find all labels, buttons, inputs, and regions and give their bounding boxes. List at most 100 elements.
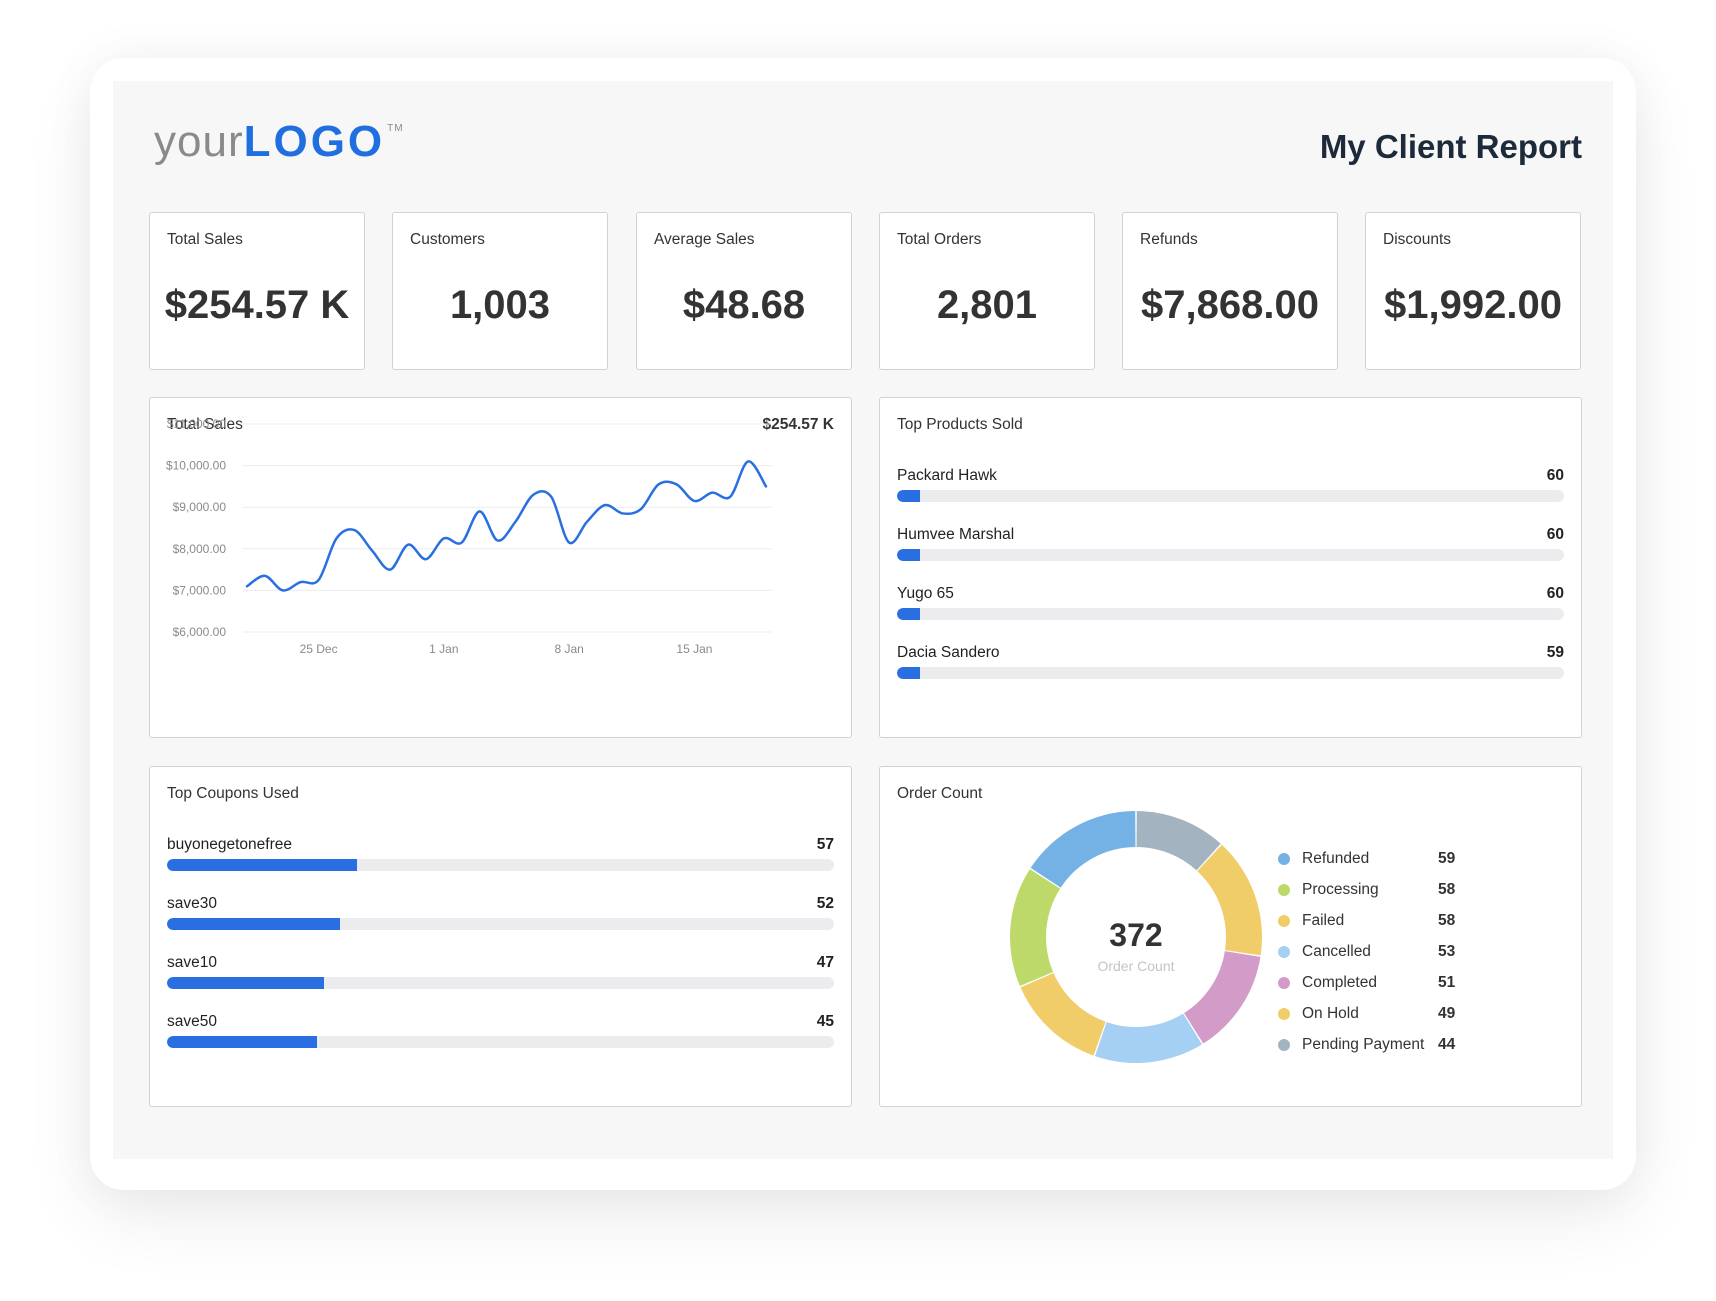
- coupon-bar-fill: [167, 918, 341, 930]
- logo-text-brand: LOGO: [243, 117, 386, 166]
- product-bar-track: [897, 549, 1564, 561]
- legend-item-failed: Failed 58: [1278, 912, 1468, 943]
- coupon-name: save30: [167, 895, 217, 912]
- product-value: 60: [1546, 467, 1564, 484]
- x-tick-label: 8 Jan: [554, 642, 583, 656]
- logo-trademark: TM: [387, 123, 404, 134]
- total-sales-line-chart: $11,000.00 $10,000.00 $9,000.00 $8,000.00 $7…: [166, 417, 772, 656]
- donut-slice-refunded: [1030, 811, 1136, 888]
- coupon-bar-fill: [167, 1036, 318, 1048]
- legend-dot: [1278, 853, 1290, 865]
- product-row: Packard Hawk 60: [897, 467, 1564, 507]
- product-bar-track: [897, 667, 1564, 679]
- product-value: 60: [1546, 526, 1564, 543]
- product-value: 59: [1546, 644, 1564, 661]
- donut-slice-on-hold: [1020, 972, 1106, 1056]
- kpi-card-customers: Customers 1,003: [392, 212, 608, 370]
- coupon-bar-track: [167, 977, 834, 989]
- legend-value: 49: [1438, 1005, 1456, 1022]
- product-name: Humvee Marshal: [897, 526, 1015, 543]
- coupon-bar-track: [167, 918, 834, 930]
- product-bar-fill: [897, 549, 921, 561]
- coupon-row: save30 52: [167, 895, 834, 935]
- coupon-name: save10: [167, 954, 217, 971]
- legend-item-cancelled: Cancelled 53: [1278, 943, 1468, 974]
- y-tick-label: $6,000.00: [173, 625, 227, 639]
- sales-series-line: [245, 460, 768, 592]
- product-bar-track: [897, 608, 1564, 620]
- order-count-legend: Refunded 59 Processing 58 Failed 58 Cancelled 5…: [1278, 850, 1468, 1067]
- legend-label: On Hold: [1302, 1005, 1359, 1022]
- donut-center-value: 372: [1109, 917, 1162, 953]
- legend-dot: [1278, 884, 1290, 896]
- legend-item-pending-payment: Pending Payment 44: [1278, 1036, 1468, 1067]
- coupon-name: save50: [167, 1013, 217, 1030]
- legend-dot: [1278, 1008, 1290, 1020]
- total-sales-chart-panel: Total Sales $254.57 K $11,000.00 $10,000.…: [149, 397, 852, 738]
- coupon-value: 47: [816, 954, 834, 971]
- kpi-card-discounts: Discounts $1,992.00: [1365, 212, 1581, 370]
- kpi-value: $1,992.00: [1384, 283, 1562, 327]
- y-tick-label: $11,000.00: [167, 417, 226, 431]
- product-row: Dacia Sandero 59: [897, 644, 1564, 684]
- coupon-row: buyonegetonefree 57: [167, 836, 834, 876]
- coupon-row: save50 45: [167, 1013, 834, 1053]
- kpi-value: $254.57 K: [164, 283, 350, 327]
- product-bar-track: [897, 490, 1564, 502]
- y-tick-label: $9,000.00: [173, 500, 227, 514]
- kpi-label: Total Sales: [167, 231, 243, 248]
- donut-slice-pending-payment: [1136, 811, 1221, 871]
- coupon-value: 52: [816, 895, 834, 912]
- panel-title: Top Coupons Used: [167, 785, 299, 802]
- kpi-card-total-sales: Total Sales $254.57 K: [149, 212, 365, 370]
- legend-label: Completed: [1302, 974, 1377, 991]
- donut-slice-processing: [1010, 869, 1061, 986]
- legend-label: Processing: [1302, 881, 1379, 898]
- panel-title: Order Count: [897, 785, 983, 802]
- product-name: Dacia Sandero: [897, 644, 1000, 661]
- legend-value: 59: [1438, 850, 1456, 867]
- logo-text-your: your: [154, 117, 244, 166]
- legend-item-completed: Completed 51: [1278, 974, 1468, 1005]
- coupon-value: 57: [816, 836, 834, 853]
- top-coupons-panel: Top Coupons Used buyonegetonefree 57 sav…: [149, 766, 852, 1107]
- legend-item-on-hold: On Hold 49: [1278, 1005, 1468, 1036]
- product-name: Packard Hawk: [897, 467, 997, 484]
- page-title: My Client Report: [1319, 128, 1582, 165]
- legend-value: 44: [1438, 1036, 1456, 1053]
- coupon-value: 45: [816, 1013, 834, 1030]
- kpi-label: Customers: [410, 231, 485, 248]
- product-name: Yugo 65: [897, 585, 954, 602]
- kpi-card-total-orders: Total Orders 2,801: [879, 212, 1095, 370]
- product-bar-fill: [897, 667, 921, 679]
- coupon-bar-track: [167, 1036, 834, 1048]
- kpi-card-average-sales: Average Sales $48.68: [636, 212, 852, 370]
- x-tick-label: 15 Jan: [676, 642, 712, 656]
- legend-value: 58: [1438, 912, 1456, 929]
- x-tick-label: 1 Jan: [429, 642, 458, 656]
- legend-value: 58: [1438, 881, 1456, 898]
- top-products-panel: Top Products Sold Packard Hawk 60 Humvee…: [879, 397, 1582, 738]
- legend-value: 51: [1438, 974, 1456, 991]
- kpi-label: Total Orders: [897, 231, 982, 248]
- y-tick-label: $10,000.00: [166, 459, 226, 473]
- panel-title: Top Products Sold: [897, 416, 1023, 433]
- kpi-card-refunds: Refunds $7,868.00: [1122, 212, 1338, 370]
- y-tick-label: $8,000.00: [173, 542, 227, 556]
- legend-item-processing: Processing 58: [1278, 881, 1468, 912]
- kpi-label: Refunds: [1140, 231, 1198, 248]
- kpi-value: 2,801: [936, 283, 1038, 327]
- panel-total: $254.57 K: [762, 416, 834, 433]
- panel-title: Total Sales: [167, 416, 243, 433]
- coupon-bar-track: [167, 859, 834, 871]
- kpi-value: 1,003: [449, 283, 551, 327]
- legend-dot: [1278, 977, 1290, 989]
- product-value: 60: [1546, 585, 1564, 602]
- legend-value: 53: [1438, 943, 1456, 960]
- order-count-panel: Order Count 372 Order Count: [879, 766, 1582, 1107]
- kpi-label: Discounts: [1383, 231, 1452, 248]
- kpi-label: Average Sales: [654, 231, 755, 248]
- legend-label: Refunded: [1302, 850, 1370, 867]
- product-row: Yugo 65 60: [897, 585, 1564, 625]
- legend-dot: [1278, 946, 1290, 958]
